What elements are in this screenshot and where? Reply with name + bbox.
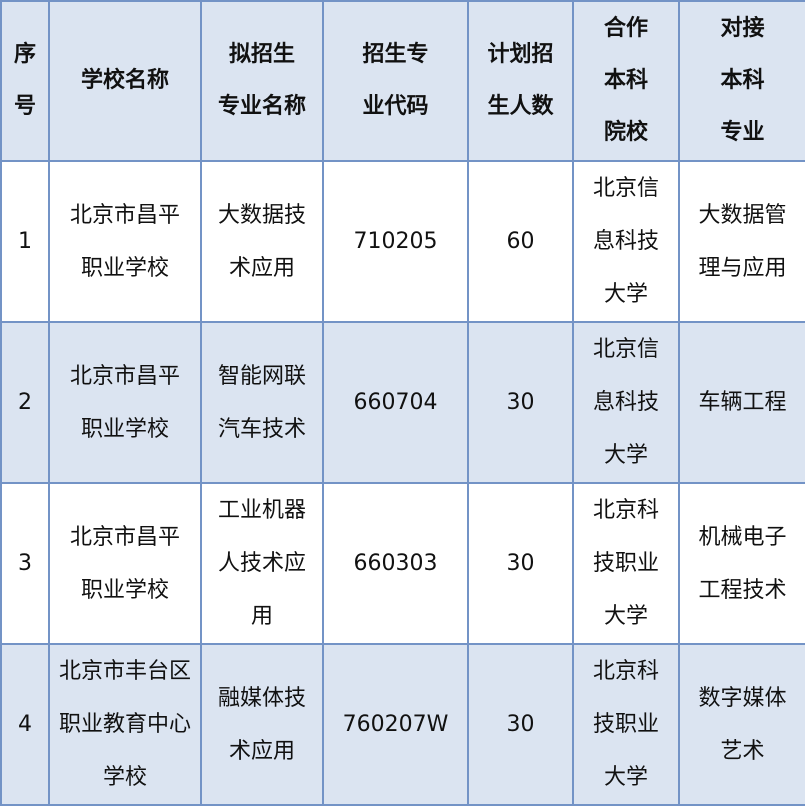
- cell-major: 大数据技 术应用: [200, 160, 324, 323]
- cell-code: 710205: [322, 160, 469, 323]
- cell-index: 3: [0, 482, 50, 645]
- cell-partner: 北京科 技职业 大学: [572, 482, 680, 645]
- header-school: 学校名称: [48, 0, 202, 162]
- cell-partner: 北京科 技职业 大学: [572, 643, 680, 806]
- header-partner: 合作 本科 院校: [572, 0, 680, 162]
- table-header-row: 序 号 学校名称 拟招生 专业名称 招生专 业代码 计划招 生人数 合作 本科 …: [0, 0, 805, 162]
- table-row: 3 北京市昌平 职业学校 工业机器 人技术应 用 660303 30 北京科 技…: [0, 482, 805, 645]
- cell-index: 1: [0, 160, 50, 323]
- header-major: 拟招生 专业名称: [200, 0, 324, 162]
- table-row: 4 北京市丰台区 职业教育中心 学校 融媒体技 术应用 760207W 30 北…: [0, 643, 805, 806]
- cell-major: 融媒体技 术应用: [200, 643, 324, 806]
- cell-bachelor-major: 车辆工程: [678, 321, 805, 484]
- cell-quota: 60: [467, 160, 574, 323]
- cell-partner: 北京信 息科技 大学: [572, 160, 680, 323]
- cell-index: 4: [0, 643, 50, 806]
- cell-index: 2: [0, 321, 50, 484]
- cell-partner: 北京信 息科技 大学: [572, 321, 680, 484]
- cell-bachelor-major: 数字媒体 艺术: [678, 643, 805, 806]
- header-bachelor-major: 对接 本科 专业: [678, 0, 805, 162]
- header-index: 序 号: [0, 0, 50, 162]
- cell-school: 北京市丰台区 职业教育中心 学校: [48, 643, 202, 806]
- cell-bachelor-major: 大数据管 理与应用: [678, 160, 805, 323]
- header-quota: 计划招 生人数: [467, 0, 574, 162]
- header-code: 招生专 业代码: [322, 0, 469, 162]
- cell-code: 660303: [322, 482, 469, 645]
- cell-school: 北京市昌平 职业学校: [48, 160, 202, 323]
- table-row: 1 北京市昌平 职业学校 大数据技 术应用 710205 60 北京信 息科技 …: [0, 160, 805, 323]
- cell-major: 工业机器 人技术应 用: [200, 482, 324, 645]
- cell-major: 智能网联 汽车技术: [200, 321, 324, 484]
- cell-quota: 30: [467, 321, 574, 484]
- cell-bachelor-major: 机械电子 工程技术: [678, 482, 805, 645]
- cell-school: 北京市昌平 职业学校: [48, 321, 202, 484]
- table-row: 2 北京市昌平 职业学校 智能网联 汽车技术 660704 30 北京信 息科技…: [0, 321, 805, 484]
- cell-quota: 30: [467, 482, 574, 645]
- cell-code: 760207W: [322, 643, 469, 806]
- cell-code: 660704: [322, 321, 469, 484]
- cell-quota: 30: [467, 643, 574, 806]
- cell-school: 北京市昌平 职业学校: [48, 482, 202, 645]
